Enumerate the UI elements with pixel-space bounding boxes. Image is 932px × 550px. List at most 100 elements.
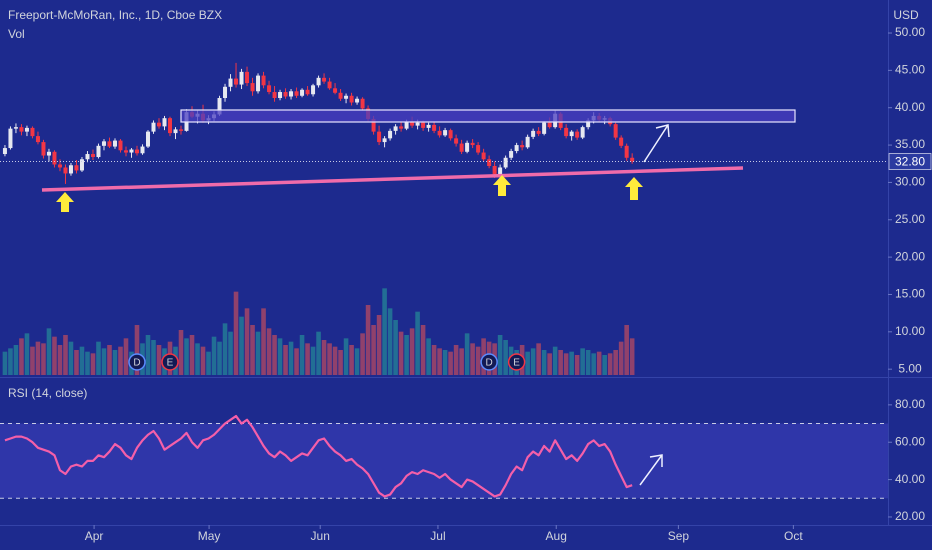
- candle-body: [256, 75, 261, 92]
- volume-bar: [178, 330, 184, 375]
- volume-bar: [112, 350, 118, 375]
- volume-bar: [327, 343, 332, 375]
- candle-body: [492, 165, 497, 175]
- rsi-band: [0, 423, 888, 499]
- candle-body: [2, 148, 7, 155]
- volume-bar: [503, 340, 508, 375]
- volume-bar: [79, 346, 85, 375]
- candle-body: [311, 85, 316, 95]
- volume-bar: [541, 350, 547, 375]
- candle-body: [289, 91, 294, 97]
- candle-body: [531, 130, 536, 137]
- candle-body: [101, 141, 106, 146]
- candle-body: [13, 127, 18, 129]
- candle-body: [79, 159, 84, 171]
- candle-body: [300, 89, 305, 96]
- candle-body: [410, 121, 415, 126]
- volume-bar: [123, 338, 129, 375]
- candle-body: [30, 127, 35, 137]
- volume-bar: [52, 336, 57, 375]
- candle-body: [35, 136, 40, 143]
- volume-bar: [96, 341, 101, 375]
- volume-bar: [624, 325, 629, 375]
- volume-bar: [536, 343, 541, 375]
- volume-bar: [530, 348, 536, 375]
- candle-body: [245, 71, 250, 84]
- volume-bar: [404, 335, 409, 375]
- volume-bar: [459, 348, 464, 375]
- volume-bar: [393, 320, 398, 375]
- candle-body: [239, 71, 244, 85]
- y-tick-label: 15.00: [895, 287, 925, 301]
- volume-bar: [30, 346, 35, 375]
- volume-bar: [316, 331, 321, 375]
- last-price-label: 32.80: [895, 155, 925, 169]
- candle-body: [404, 121, 409, 129]
- volume-bar: [145, 335, 151, 375]
- volume-bar: [580, 348, 585, 375]
- candle-body: [305, 89, 310, 95]
- y-tick-label: 40.00: [895, 100, 925, 114]
- candle-body: [52, 151, 57, 165]
- candle-body: [338, 92, 343, 99]
- volume-bar: [85, 351, 90, 375]
- x-tick-label: Sep: [668, 529, 690, 543]
- volume-bar: [629, 338, 635, 375]
- candle-body: [459, 143, 464, 152]
- volume-bar: [574, 355, 580, 375]
- volume-bar: [525, 351, 530, 375]
- candle-body: [118, 140, 123, 151]
- event-label: D: [133, 358, 140, 369]
- volume-bar: [354, 348, 360, 375]
- volume-bar: [563, 353, 569, 375]
- event-badge: [507, 353, 526, 371]
- volume-bar: [613, 350, 618, 375]
- volume-bar: [426, 338, 431, 375]
- volume-bar: [398, 331, 404, 375]
- resistance-zone: [180, 109, 796, 123]
- volume-bar: [239, 316, 244, 375]
- x-tick-label: Oct: [784, 529, 803, 543]
- drawings: [41, 109, 796, 486]
- volume-bar: [57, 345, 63, 375]
- volume-bar: [558, 350, 563, 375]
- candle-body: [316, 77, 321, 86]
- candle-body: [134, 149, 139, 154]
- volume-bar: [343, 338, 349, 375]
- volume-bar: [107, 345, 112, 375]
- candle-body: [432, 124, 437, 131]
- candle-body: [393, 126, 398, 131]
- candle-body: [630, 157, 635, 162]
- y-tick-label: 20.00: [895, 249, 925, 263]
- y-tick-label: 30.00: [895, 175, 925, 189]
- candle-body: [261, 75, 266, 86]
- candle-body: [371, 118, 376, 132]
- volume-bar: [41, 343, 46, 375]
- volume-bar: [35, 341, 41, 375]
- candle-body: [613, 124, 618, 138]
- volume-bar: [596, 351, 602, 375]
- volume-bar: [118, 346, 123, 375]
- candle-body: [564, 127, 569, 137]
- volume-bar: [437, 348, 442, 375]
- volume-bar: [409, 328, 415, 375]
- volume-bar: [552, 346, 558, 375]
- volume-bar: [2, 351, 8, 375]
- x-tick-label: Jun: [311, 529, 330, 543]
- candle-body: [19, 127, 24, 132]
- x-tick-label: Jul: [430, 529, 445, 543]
- candle-body: [151, 122, 156, 132]
- candle-body: [74, 165, 79, 171]
- x-tick-label: Aug: [546, 529, 567, 543]
- candle-body: [619, 137, 624, 146]
- candle-body: [415, 122, 420, 126]
- candle-body: [344, 95, 349, 99]
- volume-bar: [195, 343, 200, 375]
- candle-body: [24, 127, 29, 132]
- candle-body: [355, 98, 360, 103]
- candle-body: [294, 91, 299, 96]
- event-badge: [480, 353, 498, 371]
- volume-bar: [442, 350, 448, 375]
- candle-body: [112, 140, 117, 147]
- y-tick-label: 35.00: [895, 137, 925, 151]
